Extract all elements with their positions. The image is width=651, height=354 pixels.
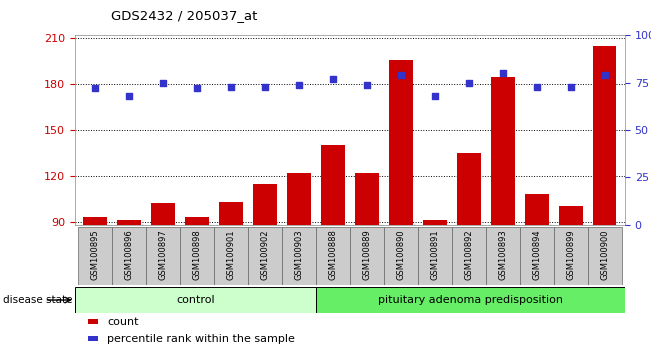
Bar	[214, 227, 248, 285]
Text: GSM100899: GSM100899	[566, 229, 575, 280]
Text: percentile rank within the sample: percentile rank within the sample	[107, 334, 296, 344]
Bar	[180, 227, 214, 285]
Bar	[78, 227, 112, 285]
Text: GSM100895: GSM100895	[90, 229, 100, 280]
Bar	[151, 204, 175, 354]
Bar	[592, 46, 616, 354]
Point	[430, 93, 440, 99]
Text: pituitary adenoma predisposition: pituitary adenoma predisposition	[378, 295, 562, 305]
Point	[226, 84, 236, 89]
Point	[260, 84, 270, 89]
Point	[600, 72, 610, 78]
Bar	[321, 145, 345, 354]
Bar	[418, 227, 452, 285]
Text: GSM100889: GSM100889	[363, 229, 371, 280]
Bar	[553, 227, 588, 285]
Bar	[316, 227, 350, 285]
Text: GSM100898: GSM100898	[193, 229, 202, 280]
Point	[566, 84, 576, 89]
Bar	[219, 202, 243, 354]
Text: GSM100896: GSM100896	[125, 229, 133, 280]
Text: GSM100900: GSM100900	[600, 229, 609, 280]
Bar	[457, 153, 480, 354]
Bar	[117, 220, 141, 354]
Text: GDS2432 / 205037_at: GDS2432 / 205037_at	[111, 9, 257, 22]
Bar	[282, 227, 316, 285]
Bar	[389, 60, 413, 354]
Point	[192, 86, 202, 91]
Text: GSM100891: GSM100891	[430, 229, 439, 280]
Text: count: count	[107, 317, 139, 327]
Point	[124, 93, 134, 99]
Text: disease state: disease state	[3, 295, 73, 305]
Bar	[452, 227, 486, 285]
Point	[158, 80, 169, 86]
Bar	[83, 217, 107, 354]
Text: GSM100888: GSM100888	[329, 229, 337, 280]
Bar	[588, 227, 622, 285]
Text: GSM100897: GSM100897	[159, 229, 168, 280]
Bar	[287, 173, 311, 354]
Point	[362, 82, 372, 87]
Point	[90, 86, 100, 91]
Point	[464, 80, 474, 86]
Bar	[186, 217, 209, 354]
Bar	[146, 227, 180, 285]
Text: GSM100902: GSM100902	[260, 229, 270, 280]
Point	[294, 82, 304, 87]
Bar	[253, 184, 277, 354]
Bar	[519, 227, 553, 285]
Bar	[423, 220, 447, 354]
Bar	[350, 227, 384, 285]
Text: GSM100903: GSM100903	[294, 229, 303, 280]
Point	[531, 84, 542, 89]
Bar	[248, 227, 282, 285]
Bar	[486, 227, 519, 285]
Text: GSM100892: GSM100892	[464, 229, 473, 280]
Text: GSM100894: GSM100894	[532, 229, 541, 280]
Text: GSM100890: GSM100890	[396, 229, 406, 280]
Point	[396, 72, 406, 78]
Point	[497, 70, 508, 76]
Bar	[525, 194, 549, 354]
Bar	[491, 76, 514, 354]
Text: GSM100901: GSM100901	[227, 229, 236, 280]
Bar	[75, 287, 316, 313]
Bar	[559, 206, 583, 354]
Bar	[316, 287, 625, 313]
Text: GSM100893: GSM100893	[498, 229, 507, 280]
Bar	[355, 173, 379, 354]
Text: control: control	[176, 295, 215, 305]
Bar	[112, 227, 146, 285]
Bar	[384, 227, 418, 285]
Point	[327, 76, 338, 82]
